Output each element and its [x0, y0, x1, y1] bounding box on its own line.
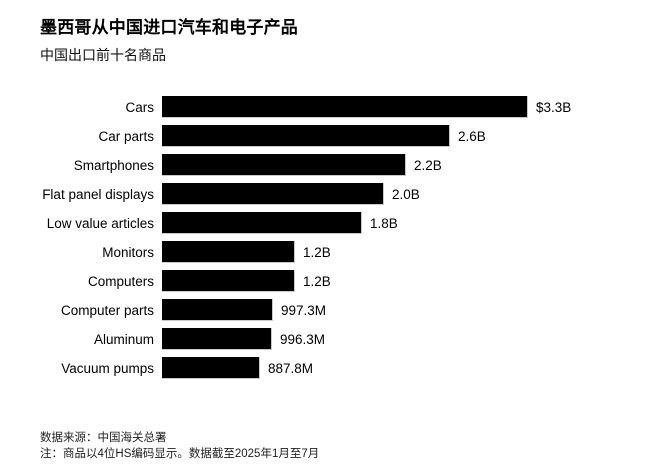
value-label: 2.2B: [414, 157, 442, 173]
bar: [162, 125, 450, 147]
source-note: 数据来源：中国海关总署: [40, 432, 167, 444]
bar-row: Smartphones 2.2B: [40, 154, 640, 176]
category-label: Flat panel displays: [42, 186, 154, 202]
bar-row: Aluminum 996.3M: [40, 328, 640, 350]
bar-chart: Cars $3.3B Car parts 2.6B Smartphones 2.2B Fla…: [40, 96, 640, 386]
category-label: Computers: [87, 273, 154, 289]
bar-row: Cars $3.3B: [40, 96, 640, 118]
category-label: Car parts: [98, 128, 154, 144]
bar-row: Monitors 1.2B: [40, 241, 640, 263]
bar: [162, 212, 362, 234]
bar: [162, 154, 406, 176]
bar: [162, 357, 260, 379]
value-label: 2.6B: [458, 128, 486, 144]
page-title: 墨西哥从中国进口汽车和电子产品: [40, 18, 298, 37]
bar-row: Flat panel displays 2.0B: [40, 183, 640, 205]
bar-track: 1.2B: [162, 270, 640, 292]
value-label: 887.8M: [268, 360, 314, 376]
chart-footer: 数据来源：中国海关总署 注：商品以4位HS编码显示。数据截至2025年1月至7月: [40, 431, 319, 462]
value-label: $3.3B: [536, 99, 572, 115]
category-label: Low value articles: [46, 215, 154, 231]
chart-header: 墨西哥从中国进口汽车和电子产品 中国出口前十名商品: [40, 17, 298, 64]
bar: [162, 328, 272, 350]
category-label: Vacuum pumps: [61, 360, 154, 376]
bar: [162, 299, 273, 321]
bar-row: Computer parts 997.3M: [40, 299, 640, 321]
bar-track: $3.3B: [162, 96, 640, 118]
category-label: Smartphones: [73, 157, 154, 173]
value-label: 1.8B: [370, 215, 398, 231]
bar: [162, 241, 295, 263]
page-subtitle: 中国出口前十名商品: [40, 47, 166, 64]
bar-row: Car parts 2.6B: [40, 125, 640, 147]
value-label: 996.3M: [280, 331, 326, 347]
bar: [162, 183, 384, 205]
bar-track: 2.2B: [162, 154, 640, 176]
category-label: Computer parts: [60, 302, 154, 318]
bar-track: 2.0B: [162, 183, 640, 205]
value-label: 1.2B: [303, 273, 331, 289]
bar-row: Computers 1.2B: [40, 270, 640, 292]
bar-row: Vacuum pumps 887.8M: [40, 357, 640, 379]
value-label: 1.2B: [303, 244, 331, 260]
bar-track: 996.3M: [162, 328, 640, 350]
bar-track: 887.8M: [162, 357, 640, 379]
bar-track: 1.8B: [162, 212, 640, 234]
bar: [162, 270, 295, 292]
value-label: 2.0B: [392, 186, 420, 202]
bar: [162, 96, 528, 118]
category-label: Cars: [125, 99, 154, 115]
footnote: 注：商品以4位HS编码显示。数据截至2025年1月至7月: [40, 447, 320, 460]
category-label: Monitors: [102, 244, 154, 260]
bar-track: 2.6B: [162, 125, 640, 147]
value-label: 997.3M: [281, 302, 327, 318]
bar-track: 997.3M: [162, 299, 640, 321]
bar-track: 1.2B: [162, 241, 640, 263]
category-label: Aluminum: [93, 331, 154, 347]
bar-row: Low value articles 1.8B: [40, 212, 640, 234]
